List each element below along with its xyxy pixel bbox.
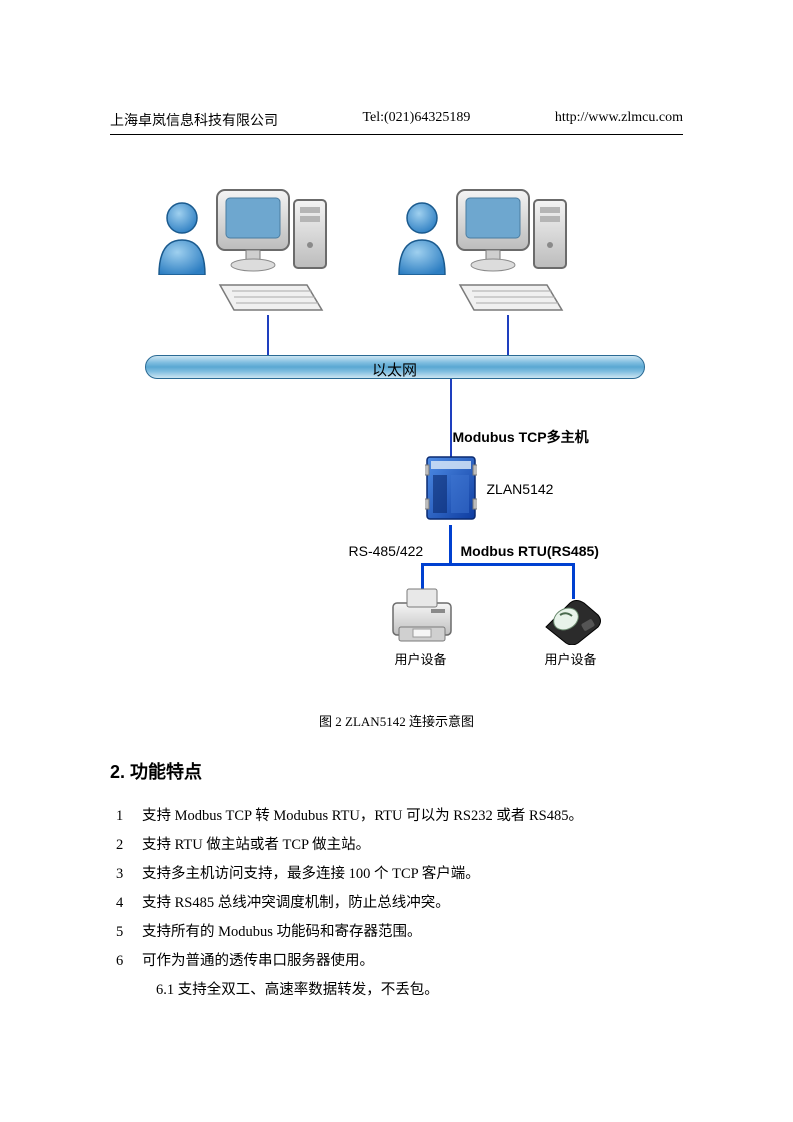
section-title: 2. 功能特点: [110, 758, 683, 784]
ethernet-trunk: 以太网: [145, 355, 645, 379]
user-device-label-2: 用户设备: [545, 649, 597, 668]
user-person-icon: [395, 200, 449, 275]
header-company: 上海卓岚信息科技有限公司: [110, 110, 278, 130]
section-number: 2.: [110, 762, 125, 782]
link-ethernet-gateway: [450, 379, 452, 457]
sub-feature-item: 6.1 支持全双工、高速率数据转发，不丢包。: [110, 976, 683, 1005]
rs485-label: RS-485/422: [349, 543, 424, 559]
feature-item: 5支持所有的 Modubus 功能码和寄存器范围。: [110, 918, 683, 947]
computer-icon: [452, 185, 572, 315]
feature-item: 6可作为普通的透传串口服务器使用。: [110, 947, 683, 976]
user-device-label-1: 用户设备: [395, 649, 447, 668]
modbus-tcp-label: Modubus TCP多主机: [453, 427, 589, 447]
user-person-icon: [155, 200, 209, 275]
printer-icon: [387, 585, 457, 647]
page-header: 上海卓岚信息科技有限公司 Tel:(021)64325189 http://ww…: [110, 110, 683, 135]
header-tel: Tel:(021)64325189: [362, 110, 470, 130]
device-model-label: ZLAN5142: [487, 481, 554, 497]
link-pc2-ethernet: [507, 315, 509, 357]
ethernet-label: 以太网: [146, 359, 644, 380]
feature-list: 1支持 Modbus TCP 转 Modubus RTU，RTU 可以为 RS2…: [110, 802, 683, 976]
link-split-horizontal: [421, 563, 575, 566]
gateway-device-icon: [425, 455, 477, 525]
section-heading: 功能特点: [130, 762, 202, 782]
feature-item: 1支持 Modbus TCP 转 Modubus RTU，RTU 可以为 RS2…: [110, 802, 683, 831]
feature-item: 2支持 RTU 做主站或者 TCP 做主站。: [110, 831, 683, 860]
link-to-userdev-2: [572, 563, 575, 599]
computer-icon: [212, 185, 332, 315]
link-gateway-down: [449, 525, 452, 565]
connection-diagram: 以太网 Modubus TCP多主机 ZLAN5142: [137, 165, 657, 705]
header-url: http://www.zlmcu.com: [555, 110, 683, 130]
handheld-device-icon: [540, 597, 604, 645]
feature-item: 3支持多主机访问支持，最多连接 100 个 TCP 客户端。: [110, 860, 683, 889]
diagram-caption: 图 2 ZLAN5142 连接示意图: [110, 711, 683, 730]
link-pc1-ethernet: [267, 315, 269, 357]
modbus-rtu-label: Modbus RTU(RS485): [461, 543, 599, 559]
feature-item: 4支持 RS485 总线冲突调度机制，防止总线冲突。: [110, 889, 683, 918]
